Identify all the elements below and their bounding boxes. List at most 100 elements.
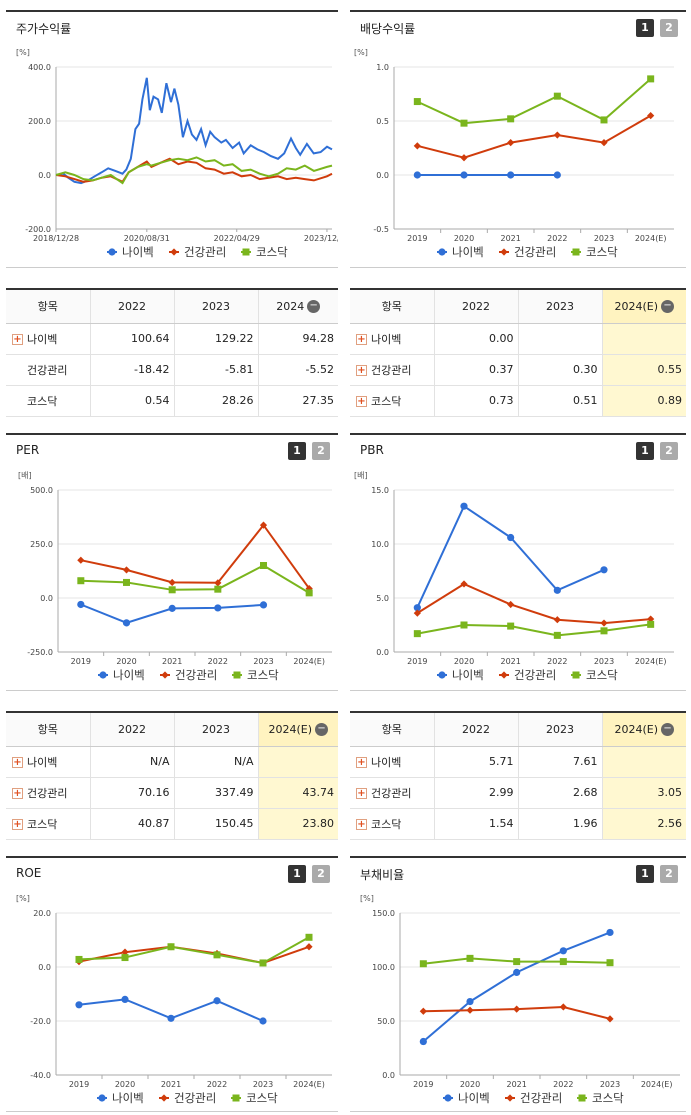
- chart-mode-1-button[interactable]: 1: [288, 865, 306, 883]
- expand-row-icon[interactable]: +: [356, 788, 367, 799]
- legend-item: 코스닥: [577, 1091, 624, 1105]
- data-point-diamond: [553, 131, 561, 139]
- data-point-circle: [167, 1014, 175, 1022]
- data-point-diamond: [500, 248, 508, 256]
- collapse-column-icon[interactable]: −: [661, 723, 675, 736]
- data-point-square: [232, 1094, 240, 1102]
- column-header: 2023: [517, 288, 602, 324]
- data-point-square: [213, 951, 221, 959]
- table-header-row: 항목 2022 2023 2024(E) −: [350, 288, 686, 324]
- legend-item: 나이벡: [98, 668, 145, 682]
- chart-mode-1-button[interactable]: 1: [636, 865, 654, 883]
- series-line: [419, 928, 614, 1046]
- expand-row-icon[interactable]: +: [12, 819, 23, 830]
- panel-title: 부채비율: [360, 868, 405, 882]
- table-row: + 건강관리 70.16 337.49 43.74: [6, 777, 338, 809]
- legend-item: 나이벡: [437, 245, 484, 259]
- data-point-square: [413, 630, 421, 638]
- series-line: [75, 933, 313, 967]
- expand-row-icon[interactable]: +: [356, 819, 367, 830]
- data-point-square: [419, 960, 427, 968]
- value-cell: 1.54: [433, 808, 518, 840]
- expand-row-icon[interactable]: +: [356, 396, 367, 407]
- y-tick-label: -250.0: [27, 648, 53, 657]
- value-cell: 94.28: [257, 323, 338, 355]
- column-header-label: 2023: [202, 299, 230, 313]
- data-point-circle: [259, 1017, 267, 1025]
- series-path: [80, 523, 311, 590]
- chart-mode-2-button[interactable]: 2: [312, 865, 330, 883]
- x-tick-label: 2021: [500, 234, 520, 243]
- data-point-square: [606, 959, 614, 967]
- y-axis-unit: [%]: [354, 48, 368, 57]
- column-header-label: 2022: [462, 722, 490, 736]
- table-row: 건강관리 -18.42 -5.81 -5.52: [6, 354, 338, 386]
- expand-row-icon[interactable]: +: [356, 334, 367, 345]
- series-path: [80, 564, 310, 594]
- collapse-column-icon[interactable]: −: [307, 300, 321, 313]
- expand-row-icon[interactable]: +: [12, 334, 23, 345]
- chart-mode-1-button[interactable]: 1: [636, 442, 654, 460]
- column-header: 2022: [433, 288, 518, 324]
- chart-mode-2-button[interactable]: 2: [312, 442, 330, 460]
- expand-row-icon[interactable]: +: [356, 365, 367, 376]
- legend-item: 나이벡: [107, 245, 154, 259]
- series-path: [416, 78, 652, 125]
- column-header: 2023: [517, 711, 602, 747]
- row-label-cell: + 건강관리: [6, 777, 90, 809]
- series-line: [413, 580, 655, 627]
- data-point-circle: [108, 248, 116, 256]
- chart-mode-2-button[interactable]: 2: [660, 865, 678, 883]
- chart-mode-1-button[interactable]: 1: [636, 19, 654, 37]
- expand-row-icon[interactable]: +: [12, 757, 23, 768]
- data-point-circle: [553, 586, 561, 594]
- column-header-label: 2022: [462, 299, 490, 313]
- data-point-diamond: [466, 1006, 474, 1014]
- expand-row-icon[interactable]: +: [12, 788, 23, 799]
- x-tick-label: 2019: [71, 657, 91, 666]
- x-tick-label: 2022: [208, 657, 228, 666]
- chart-mode-2-button[interactable]: 2: [660, 19, 678, 37]
- y-axis-unit: [%]: [16, 894, 30, 903]
- data-point-square: [507, 115, 515, 123]
- row-label-cell: + 나이벡: [6, 323, 90, 355]
- legend-label: 나이벡: [452, 245, 484, 259]
- debt-ratio-chart: [%] 0.0 50.0 100.0 150.0 2019 2020 2021 2022 2023…: [360, 894, 680, 1105]
- collapse-column-icon[interactable]: −: [661, 300, 675, 313]
- value-cell: 7.61: [517, 746, 602, 778]
- series-line: [413, 112, 655, 162]
- column-header-label: 2022: [118, 722, 146, 736]
- data-point-square: [578, 1094, 586, 1102]
- legend-item: 코스닥: [241, 245, 288, 259]
- chart-mode-1-button[interactable]: 1: [288, 442, 306, 460]
- y-axis-unit: [배]: [354, 471, 368, 480]
- legend-item: 나이벡: [437, 668, 484, 682]
- data-point-diamond: [507, 139, 515, 147]
- value-cell: 70.16: [89, 777, 174, 809]
- x-tick-label: 2020: [116, 657, 136, 666]
- legend-label: 건강관리: [514, 668, 556, 682]
- value-cell: 0.37: [433, 354, 518, 386]
- expand-row-icon[interactable]: +: [356, 757, 367, 768]
- chart-mode-2-button[interactable]: 2: [660, 442, 678, 460]
- data-point-circle: [438, 248, 446, 256]
- dividend-chart: [%] -0.5 0.0 0.5 1.0 2019 2020 2021 2022 2023 2024…: [354, 48, 674, 259]
- table-row: + 나이벡 0.00: [350, 323, 686, 355]
- data-point-circle: [553, 171, 561, 179]
- x-tick-label: 2020: [460, 1080, 480, 1089]
- data-point-square: [242, 248, 250, 256]
- table-row: + 나이벡 N/A N/A: [6, 746, 338, 778]
- y-tick-label: 0.0: [38, 963, 51, 972]
- series-line: [413, 171, 561, 179]
- series-line: [419, 954, 614, 968]
- legend-label: 코스닥: [592, 1091, 624, 1105]
- data-point-square: [647, 620, 655, 628]
- collapse-column-icon[interactable]: −: [315, 723, 329, 736]
- series-path: [55, 156, 333, 185]
- data-point-square: [233, 671, 241, 679]
- column-header-label: 항목: [37, 723, 58, 737]
- y-axis-unit: [%]: [360, 894, 374, 903]
- row-label: 코스닥: [27, 817, 58, 831]
- column-header: 2024−: [257, 288, 338, 324]
